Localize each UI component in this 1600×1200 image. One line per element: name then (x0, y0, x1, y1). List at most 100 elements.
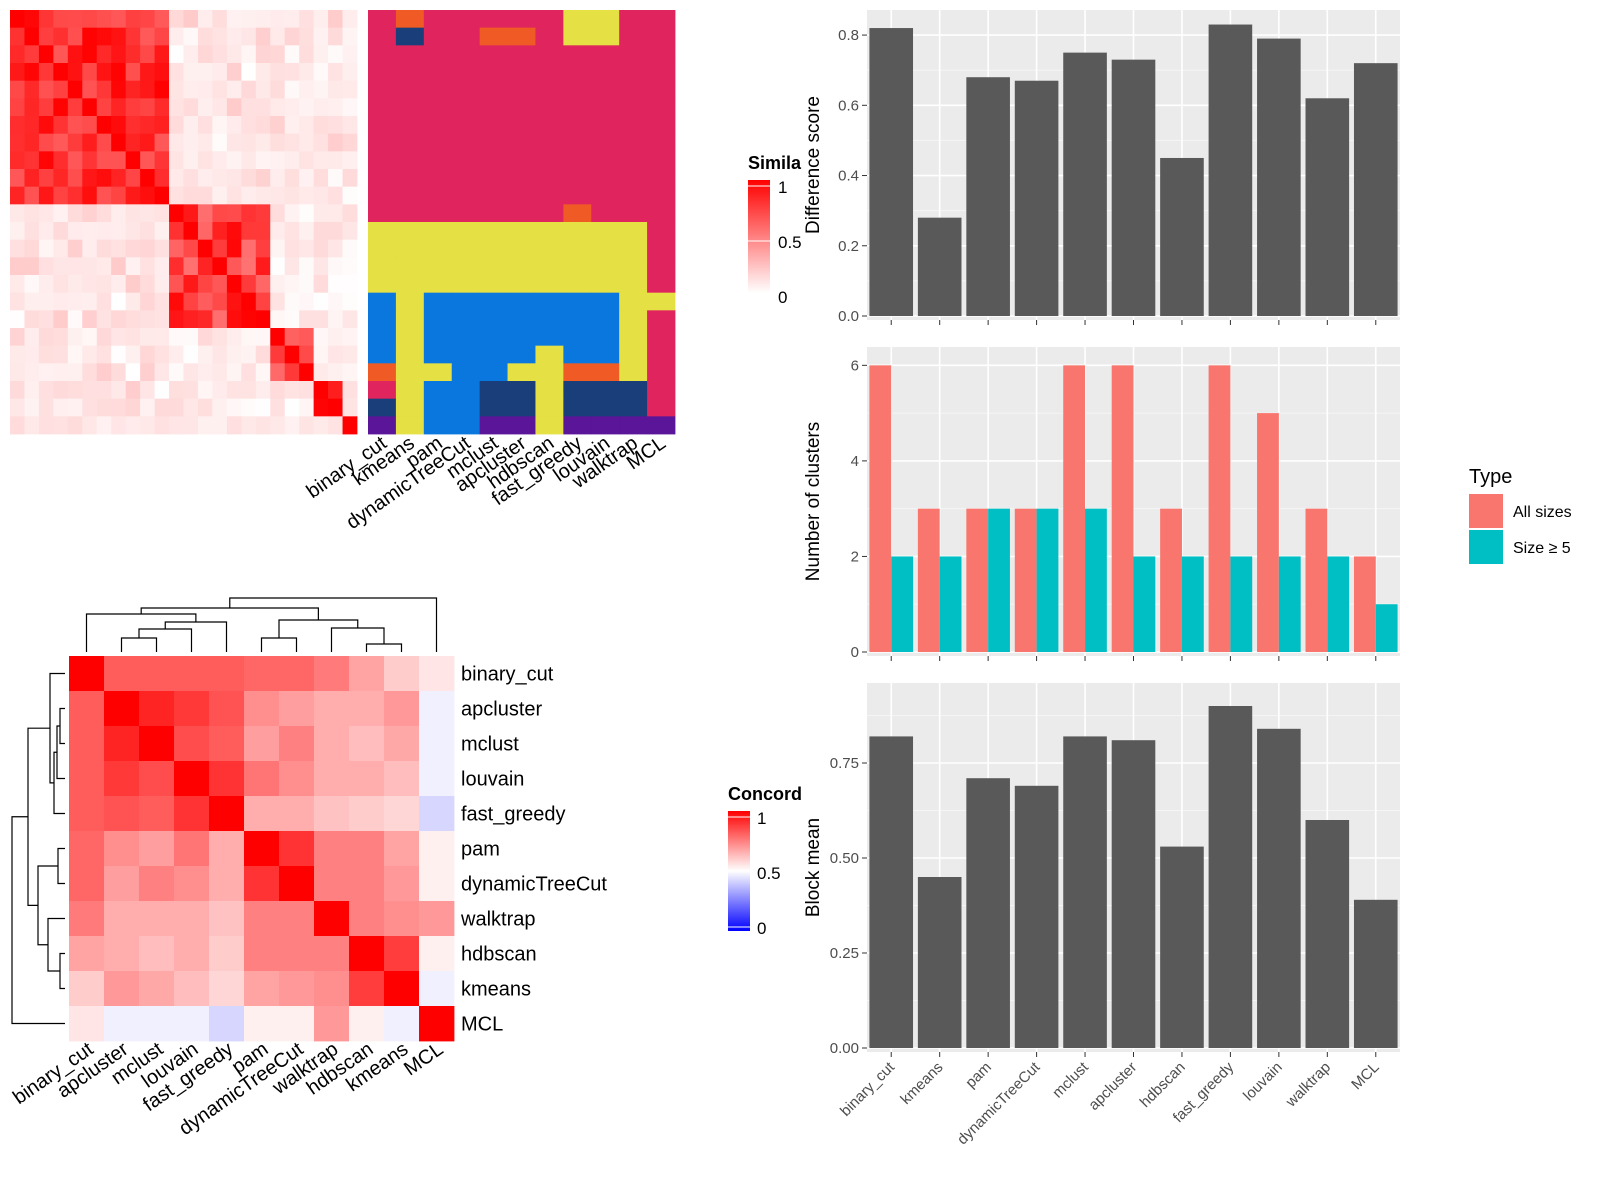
membership-cell (535, 27, 564, 46)
similarity-cell (342, 310, 358, 329)
membership-cell (591, 398, 620, 417)
concordance-cell (69, 831, 105, 867)
y-tick-label: 0.6 (838, 97, 859, 114)
concordance-row-label: mclust (461, 734, 519, 756)
similarity-cell (169, 63, 184, 82)
concordance-cell (69, 796, 105, 832)
similarity-cell (270, 204, 286, 223)
membership-cell (368, 133, 397, 152)
concordance-cell (174, 796, 210, 832)
membership-cell (535, 133, 564, 152)
bar (869, 365, 892, 652)
similarity-cell (270, 416, 286, 435)
concordance-cell (419, 691, 455, 727)
membership-cell (368, 116, 397, 135)
similarity-cell (154, 310, 170, 329)
similarity-cell (299, 98, 315, 117)
similarity-cell (96, 27, 112, 46)
similarity-cell (226, 10, 242, 29)
similarity-cell (241, 398, 257, 417)
bar (966, 77, 1010, 316)
bar (1063, 365, 1086, 652)
membership-cell (479, 10, 508, 29)
x-category-label: apcluster (1085, 1059, 1140, 1114)
similarity-cell (241, 416, 257, 435)
similarity-cell (270, 345, 286, 364)
similarity-cell (183, 45, 199, 64)
similarity-cell (212, 80, 228, 99)
similarity-cell (226, 416, 242, 435)
similarity-cell (328, 151, 343, 170)
membership-cell (451, 416, 481, 435)
dendrogram-link (164, 621, 228, 652)
similarity-cell (197, 151, 213, 170)
similarity-cell (197, 328, 213, 347)
membership-cell (423, 328, 453, 347)
similarity-cell (96, 133, 112, 152)
similarity-cell (197, 63, 213, 82)
bar (917, 508, 940, 652)
similarity-cell (24, 292, 40, 311)
similarity-cell (67, 239, 83, 258)
concordance-cell (279, 691, 315, 727)
similarity-cell (313, 151, 329, 170)
similarity-cell (255, 186, 271, 205)
x-category-label: pam (962, 1059, 995, 1092)
similarity-cell (154, 204, 170, 223)
concordance-cell (419, 831, 455, 867)
similarity-cell (53, 275, 69, 294)
similarity-cell (342, 381, 358, 400)
similarity-cell (53, 63, 69, 82)
similarity-cell (270, 292, 286, 311)
similarity-cell (111, 80, 127, 99)
similarity-cell (38, 275, 54, 294)
membership-cell (368, 275, 397, 294)
similarity-cell (38, 257, 54, 276)
similarity-cell (183, 204, 199, 223)
membership-cell (507, 398, 536, 417)
similarity-cell (183, 257, 199, 276)
similarity-cell (140, 10, 155, 29)
similarity-cell (226, 275, 242, 294)
membership-cell (368, 151, 397, 170)
bar (939, 556, 962, 652)
similarity-cell (313, 10, 329, 29)
membership-cell (647, 98, 676, 117)
similarity-cell (197, 10, 213, 29)
similarity-cell (197, 363, 213, 382)
concordance-cell (139, 726, 175, 762)
similarity-cell (140, 416, 155, 435)
similarity-cell (255, 381, 271, 400)
concordance-cell (384, 971, 420, 1007)
membership-cell (423, 186, 453, 205)
membership-cell (563, 27, 592, 46)
similarity-cell (212, 45, 228, 64)
similarity-cell (226, 239, 242, 258)
similarity-cell (154, 257, 170, 276)
similarity-cell (82, 328, 98, 347)
concordance-cell (174, 971, 210, 1007)
membership-cell (423, 239, 453, 258)
similarity-cell (284, 98, 300, 117)
similarity-cell (183, 328, 199, 347)
membership-cell (507, 416, 536, 435)
similarity-cell (82, 151, 98, 170)
concordance-cell (384, 691, 420, 727)
similarity-cell (154, 186, 170, 205)
membership-cell (395, 10, 425, 29)
membership-cell (535, 239, 564, 258)
similarity-cell (197, 398, 213, 417)
similarity-cell (183, 63, 199, 82)
membership-cell (647, 328, 676, 347)
similarity-cell (212, 222, 228, 241)
similarity-cell (197, 257, 213, 276)
dendrogram-link (11, 816, 65, 1025)
similarity-cell (197, 275, 213, 294)
membership-cell (647, 345, 676, 364)
membership-cell (563, 275, 592, 294)
similarity-cell (342, 151, 358, 170)
bar (1063, 736, 1107, 1048)
similarity-cell (169, 133, 184, 152)
concordance-cell (279, 796, 315, 832)
membership-cell (563, 222, 592, 241)
